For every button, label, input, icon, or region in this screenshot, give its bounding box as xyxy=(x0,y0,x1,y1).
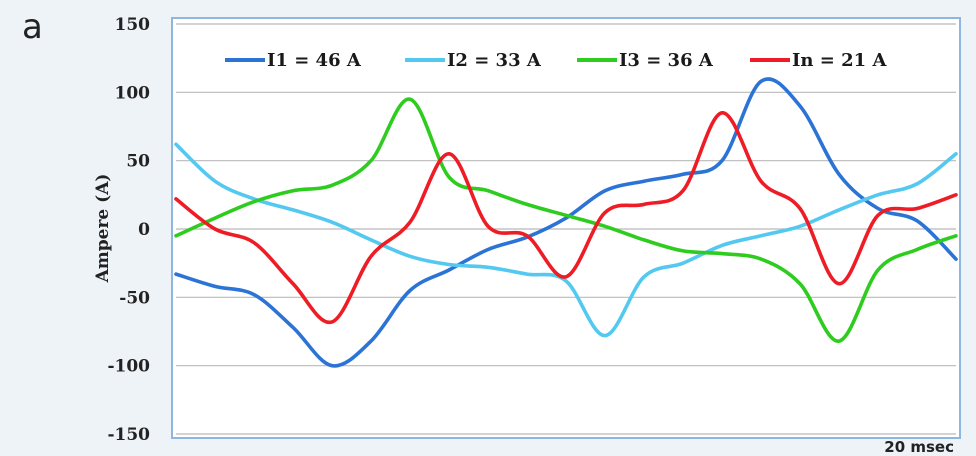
legend-label-3: I3 = 36 A xyxy=(619,50,714,71)
y-tick-label: 100 xyxy=(115,83,151,103)
series-lines xyxy=(174,77,958,368)
gridlines xyxy=(176,23,956,435)
series-line-2 xyxy=(174,142,958,338)
series-line-1 xyxy=(174,77,958,368)
series-line-3 xyxy=(174,97,958,343)
y-tick-label: 50 xyxy=(126,152,150,172)
y-axis-ticks: 150 100 50 0 -50 -100 -150 xyxy=(107,15,150,445)
legend-label-1: I1 = 46 A xyxy=(267,50,362,71)
legend-label-2: I2 = 33 A xyxy=(447,50,542,71)
y-tick-label: 0 xyxy=(138,220,150,240)
y-tick-label: -100 xyxy=(107,357,150,377)
plot-frame xyxy=(171,17,961,439)
y-tick-label: 150 xyxy=(115,15,151,35)
y-tick-label: -50 xyxy=(119,288,150,308)
legend: I1 = 46 A I2 = 33 A I3 = 36 A In = 21 A xyxy=(225,50,887,71)
duration-label: 20 msec xyxy=(884,438,954,456)
y-axis-title: Ampere (A) xyxy=(93,174,113,284)
y-tick-label: -150 xyxy=(107,425,150,445)
legend-label-4: In = 21 A xyxy=(792,50,887,71)
series-line-4 xyxy=(174,111,958,325)
panel-label: a xyxy=(22,7,43,47)
